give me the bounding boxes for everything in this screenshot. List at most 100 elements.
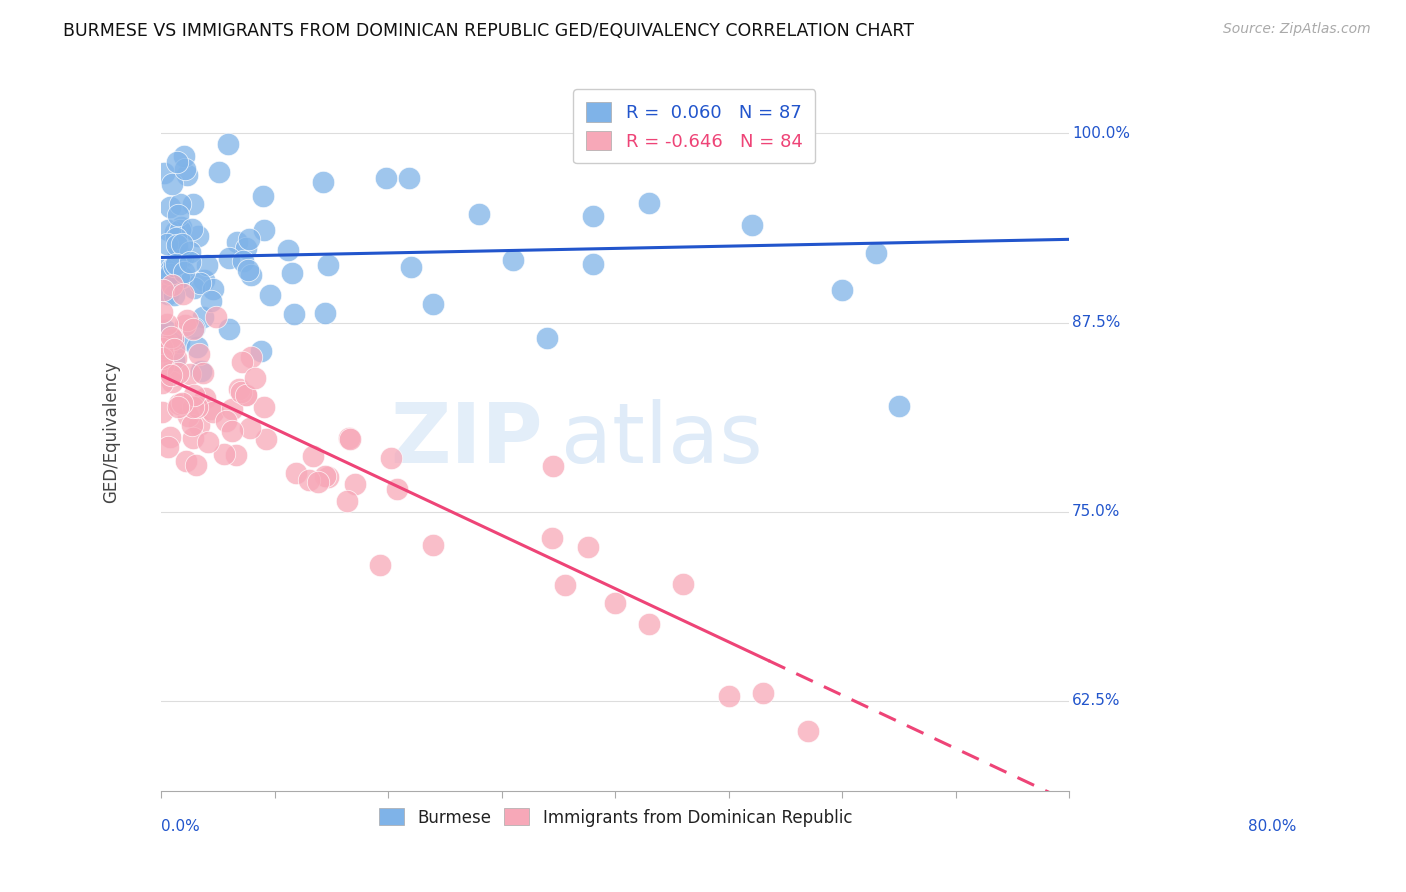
Point	[160, 262, 183, 277]
Point	[232, 253, 254, 268]
Point	[186, 340, 208, 354]
Point	[301, 449, 323, 463]
Point	[186, 400, 208, 414]
Text: 75.0%: 75.0%	[1073, 504, 1121, 519]
Point	[741, 218, 763, 232]
Point	[254, 432, 277, 446]
Point	[152, 326, 174, 341]
Point	[156, 287, 179, 301]
Point	[312, 176, 335, 190]
Point	[173, 149, 195, 163]
Point	[240, 268, 263, 282]
Point	[152, 166, 174, 180]
Point	[314, 306, 336, 320]
Point	[752, 686, 775, 700]
Point	[259, 287, 281, 301]
Point	[179, 255, 201, 269]
Point	[235, 387, 257, 401]
Text: 62.5%: 62.5%	[1073, 693, 1121, 708]
Point	[152, 338, 174, 352]
Point	[672, 576, 695, 591]
Point	[638, 617, 661, 632]
Point	[344, 476, 367, 491]
Point	[179, 368, 201, 382]
Point	[169, 223, 191, 237]
Point	[887, 399, 910, 413]
Point	[176, 168, 198, 182]
Point	[228, 382, 250, 396]
Point	[554, 578, 576, 592]
Point	[183, 321, 205, 335]
Point	[167, 244, 190, 258]
Point	[581, 209, 603, 223]
Point	[172, 237, 194, 252]
Point	[166, 248, 188, 262]
Point	[170, 395, 193, 409]
Point	[277, 243, 299, 257]
Point	[226, 235, 249, 250]
Legend: Burmese, Immigrants from Dominican Republic: Burmese, Immigrants from Dominican Repub…	[373, 802, 859, 833]
Point	[218, 321, 240, 335]
Point	[298, 473, 321, 487]
Point	[170, 220, 193, 235]
Point	[152, 359, 174, 373]
Point	[218, 136, 240, 151]
Point	[502, 253, 524, 268]
Point	[162, 375, 184, 389]
Point	[831, 283, 853, 297]
Point	[193, 273, 215, 287]
Point	[152, 376, 174, 390]
Point	[166, 238, 188, 252]
Point	[162, 259, 184, 273]
Point	[176, 313, 198, 327]
Point	[336, 494, 359, 508]
Point	[160, 277, 183, 292]
Point	[183, 322, 205, 336]
Point	[167, 335, 190, 350]
Point	[385, 482, 408, 496]
Point	[250, 343, 273, 358]
Point	[159, 267, 181, 281]
Point	[422, 297, 444, 311]
Point	[172, 270, 194, 285]
Point	[152, 342, 174, 356]
Point	[159, 430, 181, 444]
Point	[283, 307, 305, 321]
Point	[163, 343, 186, 357]
Point	[180, 221, 202, 235]
Point	[166, 154, 188, 169]
Point	[253, 223, 276, 237]
Point	[201, 283, 224, 297]
Point	[184, 458, 207, 472]
Point	[170, 250, 193, 264]
Point	[152, 284, 174, 298]
Point	[166, 400, 188, 414]
Point	[173, 318, 195, 333]
Point	[536, 331, 558, 345]
Point	[235, 387, 257, 401]
Point	[717, 689, 740, 703]
Text: 0.0%: 0.0%	[162, 819, 200, 834]
Point	[281, 266, 304, 280]
Point	[174, 161, 197, 176]
Point	[339, 432, 361, 446]
Point	[541, 459, 564, 474]
Point	[198, 402, 221, 417]
Point	[157, 269, 180, 284]
Point	[253, 401, 276, 415]
Point	[166, 257, 188, 271]
Point	[172, 287, 194, 301]
Point	[243, 370, 266, 384]
Point	[181, 401, 204, 415]
Text: Source: ZipAtlas.com: Source: ZipAtlas.com	[1223, 22, 1371, 37]
Point	[208, 164, 231, 178]
Point	[159, 200, 181, 214]
Text: 80.0%: 80.0%	[1249, 819, 1296, 834]
Text: 100.0%: 100.0%	[1073, 126, 1130, 141]
Point	[188, 276, 211, 290]
Point	[197, 434, 219, 449]
Point	[163, 333, 186, 347]
Point	[191, 366, 214, 380]
Point	[576, 540, 599, 554]
Point	[163, 225, 186, 239]
